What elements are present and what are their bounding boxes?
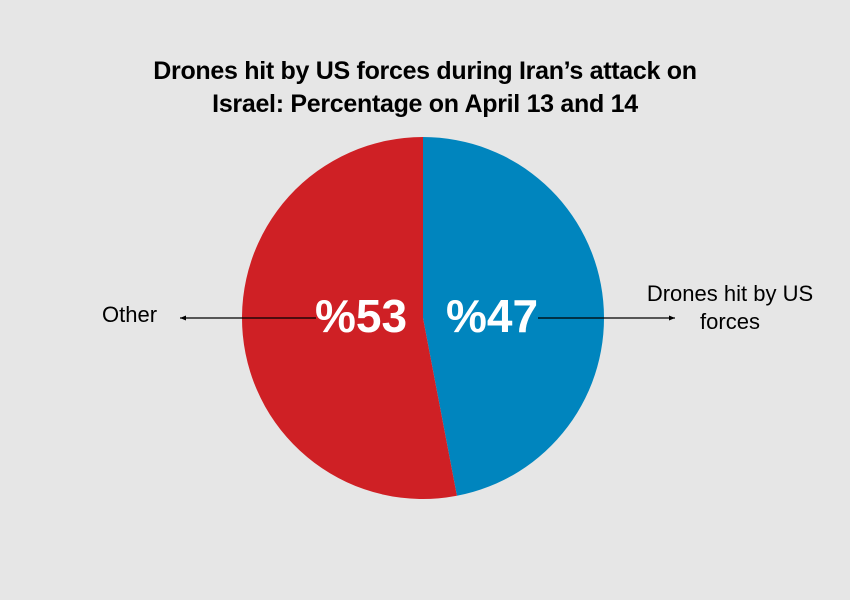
chart-title-line2: Israel: Percentage on April 13 and 14 bbox=[212, 90, 638, 118]
value-label-other: %53 bbox=[315, 290, 407, 342]
chart-title: Drones hit by US forces during Iran’s at… bbox=[0, 55, 850, 121]
leader-arrow-drones bbox=[669, 315, 675, 321]
legend-label-drones-line1: Drones hit by US bbox=[646, 281, 814, 306]
leader-arrow-other bbox=[180, 315, 186, 321]
legend-label-drones: Drones hit by US forces bbox=[620, 280, 840, 336]
value-label-drones: %47 bbox=[446, 290, 538, 342]
pie-slice-other bbox=[242, 137, 457, 499]
legend-label-drones-line2: forces bbox=[700, 309, 760, 334]
legend-label-other: Other bbox=[102, 302, 158, 327]
chart-title-line1: Drones hit by US forces during Iran’s at… bbox=[153, 57, 697, 85]
pie-slice-drones-hit bbox=[423, 137, 605, 496]
